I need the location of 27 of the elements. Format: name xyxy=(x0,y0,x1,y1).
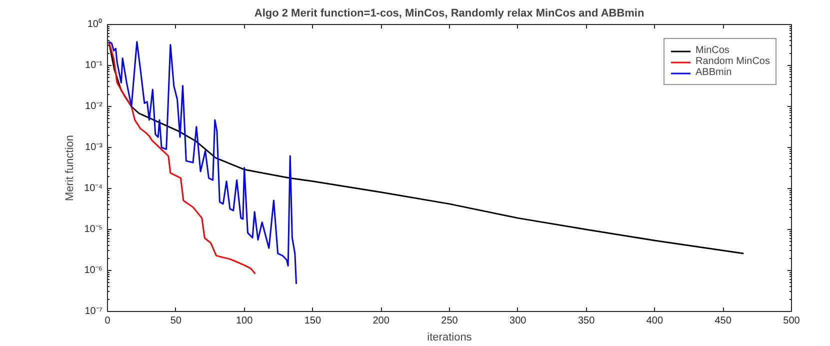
x-tick-label: 150 xyxy=(304,316,322,326)
y-tick-label: 10⁻⁶ xyxy=(84,265,103,276)
y-tick-label: 10⁻⁵ xyxy=(84,224,103,235)
y-tick-label: 10⁻³ xyxy=(85,142,104,153)
chart-title: Algo 2 Merit function=1-cos, MinCos, Randomly relax MinCos and ABBmin xyxy=(254,8,644,20)
y-tick-label: 10⁻⁷ xyxy=(84,306,103,317)
x-tick-label: 50 xyxy=(170,316,182,326)
y-tick-label: 10⁰ xyxy=(87,18,102,30)
line-series xyxy=(108,40,256,275)
x-tick-label: 200 xyxy=(372,316,390,326)
x-tick-label: 100 xyxy=(236,316,254,326)
x-tick-label: 500 xyxy=(783,316,800,326)
x-tick-label: 400 xyxy=(646,316,664,326)
x-tick-label: 0 xyxy=(104,316,111,326)
legend-label: Random MinCos xyxy=(696,56,770,67)
y-tick-label: 10⁻² xyxy=(85,101,104,112)
legend-label: ABBmin xyxy=(696,67,732,78)
x-tick-label: 450 xyxy=(714,316,732,326)
x-axis-title: iterations xyxy=(427,332,472,344)
legend-label: MinCos xyxy=(696,45,730,56)
x-tick-label: 300 xyxy=(510,316,527,326)
x-tick-label: 350 xyxy=(578,316,596,326)
y-tick-label: 10⁻⁴ xyxy=(84,183,102,194)
y-axis-title: Merit function xyxy=(64,134,76,202)
y-tick-label: 10⁻¹ xyxy=(85,60,104,71)
x-tick-label: 250 xyxy=(441,316,458,326)
line-series xyxy=(108,40,298,285)
